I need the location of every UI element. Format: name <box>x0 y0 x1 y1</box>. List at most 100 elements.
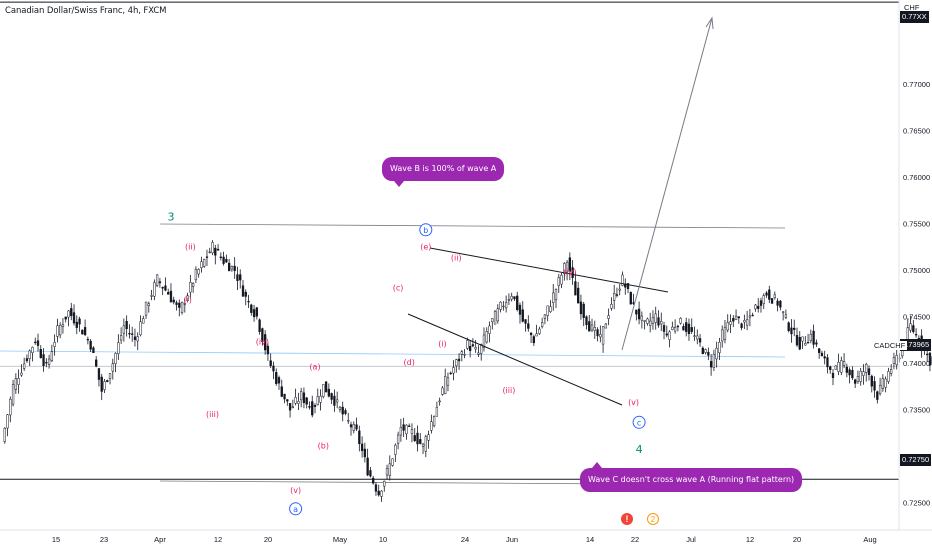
candle-body <box>605 324 607 328</box>
candle-body <box>79 319 81 324</box>
candle-body <box>835 366 837 369</box>
candle-body <box>522 310 524 322</box>
candle-body <box>189 282 191 292</box>
candle-body <box>727 322 729 330</box>
candle-body <box>685 322 687 331</box>
candle-body <box>129 333 131 334</box>
event-alert-icon[interactable]: ! <box>621 513 633 525</box>
price-tick-label: 0.76000 <box>903 173 930 182</box>
candle-body <box>849 370 851 375</box>
candle-body <box>237 275 239 281</box>
candle-body <box>879 385 881 393</box>
candle-body <box>912 326 914 332</box>
candle-body <box>106 380 108 381</box>
candle-body <box>782 312 784 313</box>
time-tick-label: 14 <box>586 535 594 544</box>
candle-body <box>926 354 928 355</box>
candle-body <box>98 368 100 379</box>
candle-body <box>32 347 34 353</box>
candle-body <box>574 282 576 296</box>
candle-body <box>284 394 286 399</box>
candle-body <box>702 348 704 354</box>
callout-wave-b[interactable]: Wave B is 100% of wave A <box>382 157 504 181</box>
candle-body <box>256 308 258 316</box>
callout-wave-c-text: Wave C doesn't cross wave A (Running fla… <box>588 475 794 484</box>
candle-body <box>876 392 878 400</box>
candle-body <box>81 330 83 334</box>
candle-body <box>730 322 732 325</box>
candle-body <box>738 317 740 318</box>
candle-body <box>824 357 826 358</box>
candle-body <box>552 293 554 303</box>
wave-label: (ii) <box>451 254 462 263</box>
candle-body <box>167 292 169 294</box>
candle-body <box>915 334 917 335</box>
candle-body <box>804 343 806 345</box>
time-tick-label: Jun <box>506 535 518 544</box>
candle-body <box>619 289 621 290</box>
candle-body <box>68 311 70 317</box>
candle-body <box>439 401 441 402</box>
candle-body <box>414 435 416 440</box>
candle-body <box>705 349 707 352</box>
candle-body <box>73 313 75 323</box>
candle-body <box>325 382 327 392</box>
candle-body <box>389 464 391 476</box>
candle-body <box>40 349 42 357</box>
candle-body <box>331 393 333 399</box>
time-tick-label: 20 <box>793 535 801 544</box>
candle-body <box>608 316 610 319</box>
candle-body <box>444 376 446 393</box>
candle-body <box>846 367 848 372</box>
candle-body <box>550 307 552 312</box>
candle-body <box>464 354 466 355</box>
upper-channel-line <box>430 248 668 292</box>
candle-body <box>694 336 696 337</box>
candle-body <box>176 303 178 305</box>
candle-body <box>29 351 31 359</box>
candle-body <box>142 319 144 324</box>
candle-body <box>893 358 895 364</box>
candle-body <box>314 405 316 406</box>
candle-body <box>212 242 214 252</box>
candle-body <box>466 340 468 348</box>
candle-body <box>228 263 230 271</box>
candle-body <box>109 373 111 378</box>
candle-body <box>658 318 660 326</box>
candle-body <box>7 415 9 428</box>
candle-body <box>126 321 128 329</box>
candle-body <box>802 337 804 341</box>
candle-body <box>757 306 759 308</box>
time-tick-label: 23 <box>100 535 108 544</box>
candle-body <box>120 336 122 340</box>
candle-body <box>281 387 283 397</box>
candle-body <box>201 262 203 268</box>
callout-wave-b-text: Wave B is 100% of wave A <box>390 164 496 173</box>
wave-label: (v) <box>628 398 639 407</box>
candle-body <box>51 352 53 361</box>
upper-range-line <box>160 224 785 228</box>
event-earnings-icon[interactable]: 2 <box>647 513 659 525</box>
candle-body <box>231 266 233 269</box>
candle-body <box>583 304 585 318</box>
candle-body <box>821 353 823 356</box>
candle-body <box>500 302 502 309</box>
candle-body <box>23 364 25 368</box>
candle-body <box>788 323 790 331</box>
candle-body <box>491 319 493 322</box>
candle-body <box>156 275 158 286</box>
candle-body <box>37 341 39 346</box>
candle-body <box>353 424 355 430</box>
candle-body <box>527 324 529 329</box>
candle-body <box>217 249 219 250</box>
candle-body <box>638 309 640 319</box>
time-tick-label: 22 <box>631 535 639 544</box>
candle-body <box>538 329 540 333</box>
candle-body <box>137 337 139 341</box>
candle-body <box>644 320 646 321</box>
candle-body <box>223 257 225 264</box>
candle-body <box>209 252 211 253</box>
chart-title: Canadian Dollar/Swiss Franc, 4h, FXCM <box>5 6 166 16</box>
callout-wave-c[interactable]: Wave C doesn't cross wave A (Running fla… <box>580 468 802 492</box>
